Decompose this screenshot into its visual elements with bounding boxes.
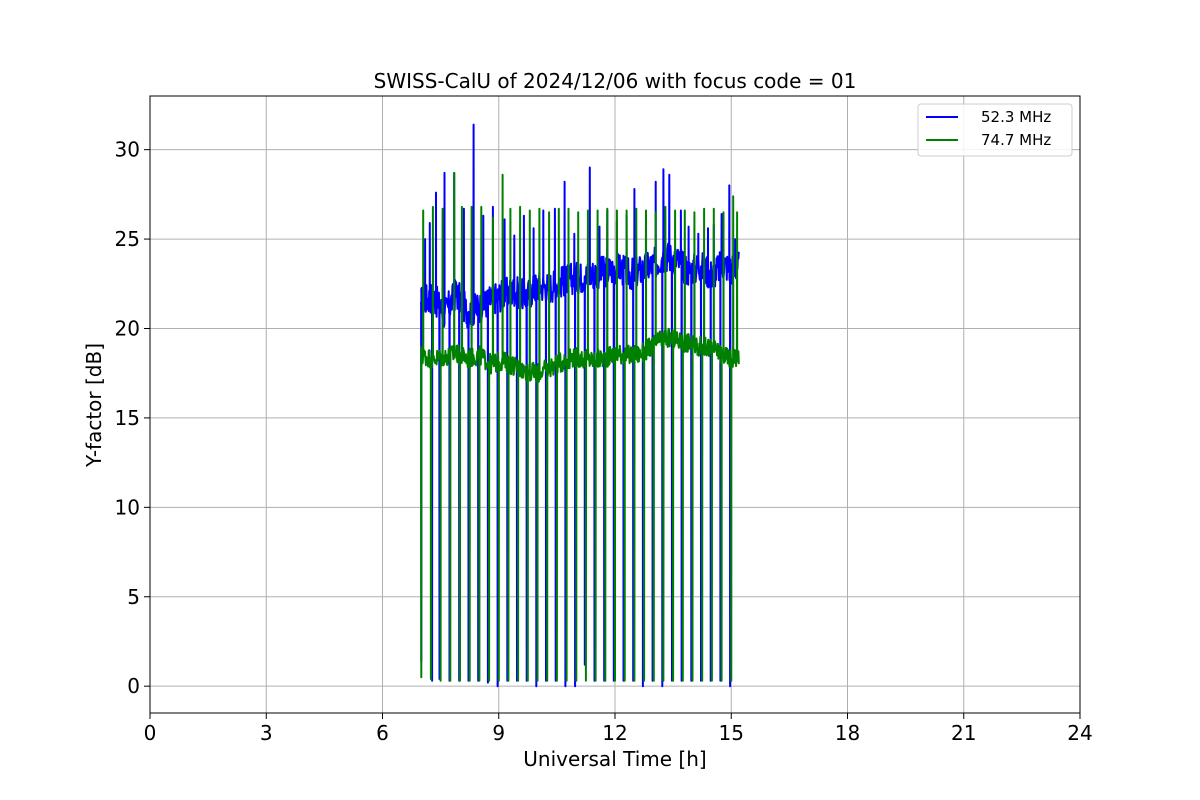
x-tick-label: 21 [951,721,976,745]
x-tick-label: 6 [376,721,389,745]
y-tick-label: 30 [115,138,140,162]
legend-label-52mhz: 52.3 MHz [981,108,1051,126]
x-tick-label: 3 [260,721,273,745]
x-tick-label: 18 [835,721,860,745]
series-line-74mhz [420,171,740,682]
x-tick-label: 15 [719,721,744,745]
legend: 52.3 MHz 74.7 MHz [917,103,1073,157]
y-tick-label: 20 [115,316,140,340]
legend-label-74mhz: 74.7 MHz [981,131,1051,149]
y-axis-label: Y-factor [dB] [82,343,106,468]
series-line-52mhz [420,123,740,688]
y-tick-label: 25 [115,227,140,251]
y-tick-label: 15 [115,406,140,430]
x-axis-label: Universal Time [h] [523,747,706,771]
y-tick-label: 10 [115,495,140,519]
x-tick-label: 0 [144,721,157,745]
series-layer [420,123,740,688]
x-tick-label: 24 [1067,721,1092,745]
y-tick-label: 0 [127,674,140,698]
x-tick-label: 12 [602,721,627,745]
x-tick-label: 9 [492,721,505,745]
chart-title: SWISS-CalU of 2024/12/06 with focus code… [374,69,857,93]
ticks: 0 3 6 9 12 15 18 21 24 0 5 10 15 20 25 30 [115,138,1093,745]
y-tick-label: 5 [127,585,140,609]
